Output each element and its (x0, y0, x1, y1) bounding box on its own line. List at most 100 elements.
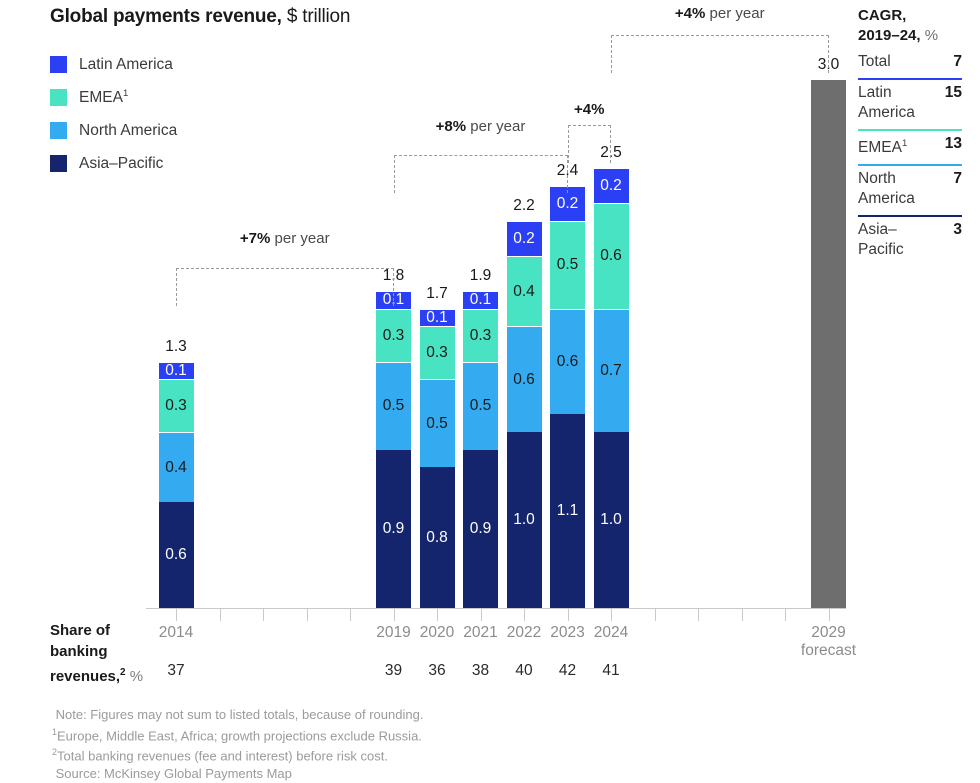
bar-total-2023: 2.4 (556, 161, 579, 179)
x-axis-tick-2024 (611, 609, 612, 621)
x-axis-tick-2028 (785, 609, 786, 621)
footnote-4: Source: McKinsey Global Payments Map (55, 766, 292, 782)
bracket-2024-2029 (611, 35, 829, 73)
bracket-2023-2024-label: +4% (574, 101, 605, 118)
x-axis-label-2022: 2022 (506, 624, 542, 641)
share-value-2019: 39 (384, 662, 403, 679)
x-axis-tick-2025 (654, 609, 656, 621)
bar-2022: 1.0 0.6 0.4 0.2 (506, 0, 542, 608)
bar-segment-2022-asia-pacific: 1.0 (506, 432, 542, 608)
bar-total-2014: 1.3 (165, 337, 187, 355)
bracket-2014-2019 (176, 268, 394, 306)
bar-segment-2014-north-america: 0.4 (158, 432, 194, 503)
x-axis-tick-2021 (480, 609, 482, 621)
x-axis-tick-2022 (524, 609, 525, 621)
x-axis-tick-2026 (698, 609, 699, 621)
title-bold: Global payments revenue, (50, 6, 282, 27)
cagr-value-asia-pacific: 3 (953, 221, 962, 239)
chart-plot-area: 0.6 0.4 0.3 0.1 1.3 0.9 0.5 0.3 0.1 1.8 0.8 0.5 0.3 0… (146, 0, 846, 621)
bar-segment-2023-asia-pacific: 1.1 (550, 414, 585, 608)
cagr-panel: CAGR, 2019–24, % Total 7 Latin America 15 EMEA… (858, 6, 962, 260)
bar-segment-2024-north-america: 0.7 (593, 308, 629, 432)
bar-2019: 0.9 0.5 0.3 0.1 (376, 0, 411, 608)
x-axis-tick-2014 (176, 609, 177, 621)
legend-label-asia_pacific: Asia–Pacific (79, 154, 164, 172)
cagr-value-total: 7 (953, 53, 962, 70)
footnote-2: 1Europe, Middle East, Africa; growth pro… (52, 726, 422, 743)
x-axis-tick-2018 (350, 609, 351, 621)
bar-segment-2014-asia-pacific: 0.6 (158, 502, 194, 608)
bar-total-2022: 2.2 (513, 196, 535, 214)
legend-item-emea: EMEA1 (50, 81, 177, 114)
cagr-divider-latin-america (858, 78, 962, 80)
legend-item-latin_america: Latin America (50, 48, 177, 81)
cagr-divider-emea (858, 129, 962, 131)
bar-2020: 0.8 0.5 0.3 0.1 (419, 0, 455, 608)
x-axis-tick-2027 (741, 609, 743, 621)
bar-segment-2014-latin-america: 0.1 (158, 361, 194, 380)
x-axis-tick-2029 (828, 609, 830, 621)
bar-2023: 1.1 0.6 0.5 0.2 (550, 0, 585, 608)
cagr-divider-north-america (858, 164, 962, 167)
bar-segment-2014-emea: 0.3 (158, 379, 194, 432)
x-axis-label-2014: 2014 (158, 624, 194, 641)
legend-swatch-latin_america (50, 56, 67, 73)
x-axis-tick-2017 (306, 609, 308, 621)
x-axis-tick-2015 (219, 609, 221, 621)
footnote-1: Note: Figures may not sum to listed tota… (55, 707, 424, 722)
bar-segment-2022-north-america: 0.6 (506, 326, 542, 432)
bar-segment-2023-north-america: 0.6 (550, 308, 585, 415)
share-value-2020: 36 (428, 662, 446, 679)
bar-segment-2021-emea: 0.3 (463, 308, 498, 362)
x-axis-tick-2016 (263, 609, 264, 621)
bracket-2023-2024 (567, 125, 611, 163)
bar-segment-2022-emea: 0.4 (506, 256, 542, 327)
bar-total-2020: 1.7 (426, 284, 448, 302)
cagr-name-north-america: North America (858, 170, 915, 208)
legend-label-emea: EMEA1 (79, 87, 129, 107)
bar-2014: 0.6 0.4 0.3 0.1 (158, 0, 194, 608)
bar-segment-2023-latin-america: 0.2 (550, 185, 585, 221)
bar-segment-2024-asia-pacific: 1.0 (593, 432, 629, 608)
title-regular: $ trillion (281, 6, 351, 27)
share-value-2023: 42 (558, 662, 577, 679)
bar-segment-2024-emea: 0.6 (593, 203, 629, 309)
cagr-rows: Total 7 Latin America 15 EMEA1 13 North America 7… (858, 46, 962, 260)
footnote-3: 2Total banking revenues (fee and interes… (52, 747, 388, 764)
bar-2029 (811, 0, 846, 608)
legend-swatch-asia_pacific (50, 155, 67, 172)
x-axis-line (146, 608, 846, 609)
bar-segment-2019-latin-america: 0.1 (376, 291, 411, 309)
legend-item-north_america: North America (50, 114, 177, 147)
cagr-value-latin-america: 15 (944, 84, 962, 101)
bar-segment-2020-asia-pacific: 0.8 (419, 467, 455, 608)
footnotes: Note: Figures may not sum to listed tota… (52, 706, 423, 783)
bracket-2019-2023-label: +8% per year (435, 118, 526, 135)
share-value-2021: 38 (471, 662, 490, 679)
bar-segment-2021-north-america: 0.5 (463, 361, 498, 450)
cagr-name-asia-pacific: Asia– Pacific (858, 221, 904, 259)
bar-segment-2019-emea: 0.3 (376, 308, 411, 362)
cagr-panel-header: CAGR, 2019–24, % (858, 7, 939, 44)
chart-legend: Latin America EMEA1 North America Asia–Paci… (50, 48, 177, 180)
share-value-2024: 41 (602, 662, 620, 679)
cagr-value-emea: 13 (944, 135, 962, 152)
share-row-title: Share of banking revenues,2 % (50, 622, 144, 685)
bar-2021: 0.9 0.5 0.3 0.1 (463, 0, 498, 608)
bracket-2019-2023 (393, 155, 568, 193)
bar-total-2021: 1.9 (469, 267, 492, 285)
bar-segment-2019-north-america: 0.5 (376, 361, 411, 450)
x-axis-label-2024: 2024 (593, 624, 629, 641)
bar-segment-2020-emea: 0.3 (419, 326, 455, 380)
x-axis-label-2019: 2019 (376, 624, 411, 641)
bar-segment-2021-asia-pacific: 0.9 (463, 449, 498, 608)
x-axis-tick-2019 (393, 609, 395, 621)
bar-segment-2029-total-forecast (811, 80, 846, 608)
bar-total-2024: 2.5 (600, 144, 622, 161)
bar-segment-2019-asia-pacific: 0.9 (376, 449, 411, 608)
cagr-row-asia-pacific: Asia– Pacific 3 (858, 209, 962, 260)
x-axis-label-2021: 2021 (463, 624, 498, 641)
cagr-row-north-america: North America 7 (858, 158, 962, 209)
bar-segment-2020-latin-america: 0.1 (419, 308, 455, 327)
legend-swatch-north_america (50, 122, 67, 139)
